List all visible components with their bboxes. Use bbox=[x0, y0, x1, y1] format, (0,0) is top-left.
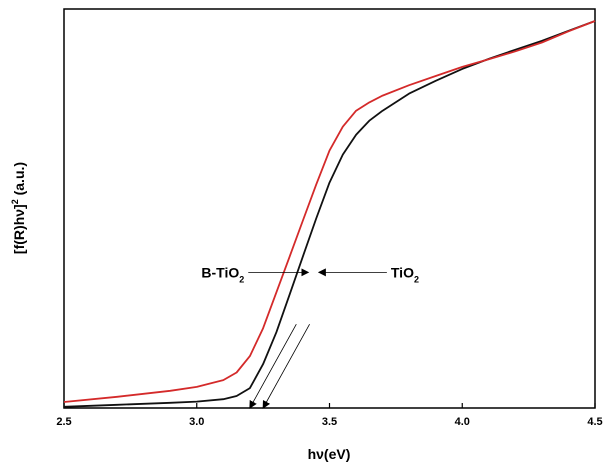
annotation-tio2-text: TiO bbox=[391, 264, 414, 280]
annotation-b-tio2-sub: 2 bbox=[239, 274, 244, 284]
annotation-tio2-label: TiO2 bbox=[391, 264, 419, 284]
annotation-tio2-sub: 2 bbox=[414, 274, 419, 284]
curves bbox=[63, 20, 596, 408]
x-ticks: 2.5 3.0 3.5 4.0 4.5 bbox=[56, 403, 603, 428]
tangent-lines bbox=[249, 324, 310, 409]
tangent-line-tio2 bbox=[262, 324, 310, 409]
annotation-b-tio2-label: B-TiO2 bbox=[201, 264, 244, 284]
x-axis-label: hν(eV) bbox=[308, 446, 351, 462]
y-axis-label-sup: 2 bbox=[10, 199, 20, 204]
tangent-line-b_tio2 bbox=[249, 324, 297, 409]
x-tick-label: 4.5 bbox=[587, 416, 602, 428]
annotations: B-TiO2 TiO2 bbox=[201, 264, 419, 284]
y-axis-label-rest: (a.u.) bbox=[11, 162, 27, 199]
x-tick-label: 3.0 bbox=[189, 416, 204, 428]
y-axis-label: [f(R)hν]2 (a.u.) bbox=[10, 162, 27, 254]
series-line-b_tio2 bbox=[63, 20, 596, 403]
y-axis-label-main: [f(R)hν] bbox=[11, 204, 27, 254]
x-tick-label: 4.0 bbox=[455, 416, 470, 428]
x-tick-label: 3.5 bbox=[322, 416, 337, 428]
x-tick-label: 2.5 bbox=[56, 416, 71, 428]
series-line-tio2 bbox=[63, 20, 596, 408]
plot-frame bbox=[63, 8, 596, 409]
annotation-b-tio2-text: B-TiO bbox=[201, 264, 239, 280]
